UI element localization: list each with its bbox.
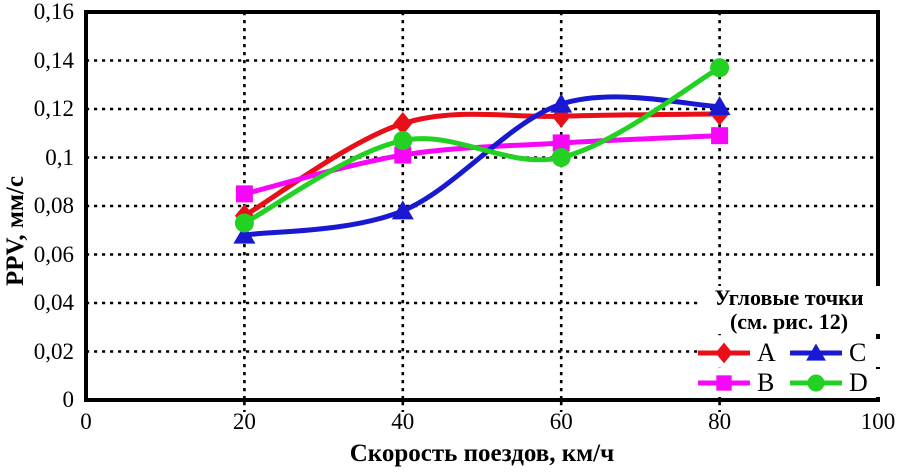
legend-label-d: D: [849, 368, 868, 397]
legend-label-b: B: [757, 368, 775, 397]
series-c-line: [241, 94, 723, 238]
marker-circle: [393, 131, 413, 151]
plot-frame: [84, 10, 880, 402]
y-tick-label: 0,1: [45, 144, 74, 170]
legend-label-a: A: [757, 338, 776, 367]
marker-triangle: [233, 224, 256, 244]
marker-triangle: [550, 93, 573, 113]
marker-circle: [807, 374, 825, 392]
y-tick-label: 0: [62, 387, 75, 412]
x-axis-title: Скорость поездов, км/ч: [349, 440, 615, 467]
y-tick-label: 0,16: [33, 0, 74, 24]
legend-title-line1: Угловые точки: [698, 286, 880, 310]
marker-square: [235, 185, 253, 203]
y-tick-label: 0,14: [33, 47, 74, 73]
legend-title-line2: (см. рис. 12): [698, 310, 880, 334]
legend-entry-b: B: [698, 369, 788, 397]
marker-triangle: [806, 343, 826, 361]
series-b-marker-icon: [698, 375, 750, 391]
x-tick-label: 20: [232, 409, 256, 434]
marker-triangle: [391, 200, 414, 220]
marker-diamond: [715, 342, 733, 364]
x-tick-label: 60: [549, 409, 573, 434]
series-a-marker-icon: [698, 342, 750, 364]
x-tick-label: 0: [80, 409, 92, 434]
series-d-marker-icon: [790, 374, 842, 392]
y-tick-label: 0,08: [33, 193, 74, 218]
legend-entries: A C B D: [698, 339, 880, 397]
x-tick-label: 40: [391, 409, 415, 434]
marker-square: [716, 375, 732, 391]
legend-label-c: C: [849, 338, 867, 367]
series-a-line: [241, 111, 723, 219]
y-tick-label: 0,02: [33, 338, 74, 364]
marker-diamond: [393, 112, 413, 136]
marker-triangle: [708, 96, 731, 116]
y-tick-label: 0,06: [33, 241, 74, 267]
marker-square: [552, 134, 570, 152]
x-tick-label: 100: [860, 409, 896, 434]
series-c-marker-icon: [790, 343, 842, 361]
marker-circle: [710, 58, 730, 78]
marker-square: [394, 146, 412, 164]
marker-square: [711, 127, 729, 145]
y-tick-label: 0,12: [33, 96, 74, 121]
legend-entry-d: D: [790, 369, 880, 397]
marker-circle: [551, 148, 571, 167]
x-tick-label: 80: [708, 409, 732, 434]
series-d-line: [241, 65, 723, 226]
y-axis-title: PPV, мм/с: [2, 176, 29, 286]
series-b-line: [241, 133, 723, 197]
legend-entry-a: A: [698, 339, 788, 367]
legend: Угловые точки (см. рис. 12) A C B D: [698, 286, 880, 397]
y-tick-label: 0,04: [33, 290, 74, 315]
legend-entry-c: C: [790, 339, 880, 367]
marker-circle: [234, 213, 254, 233]
